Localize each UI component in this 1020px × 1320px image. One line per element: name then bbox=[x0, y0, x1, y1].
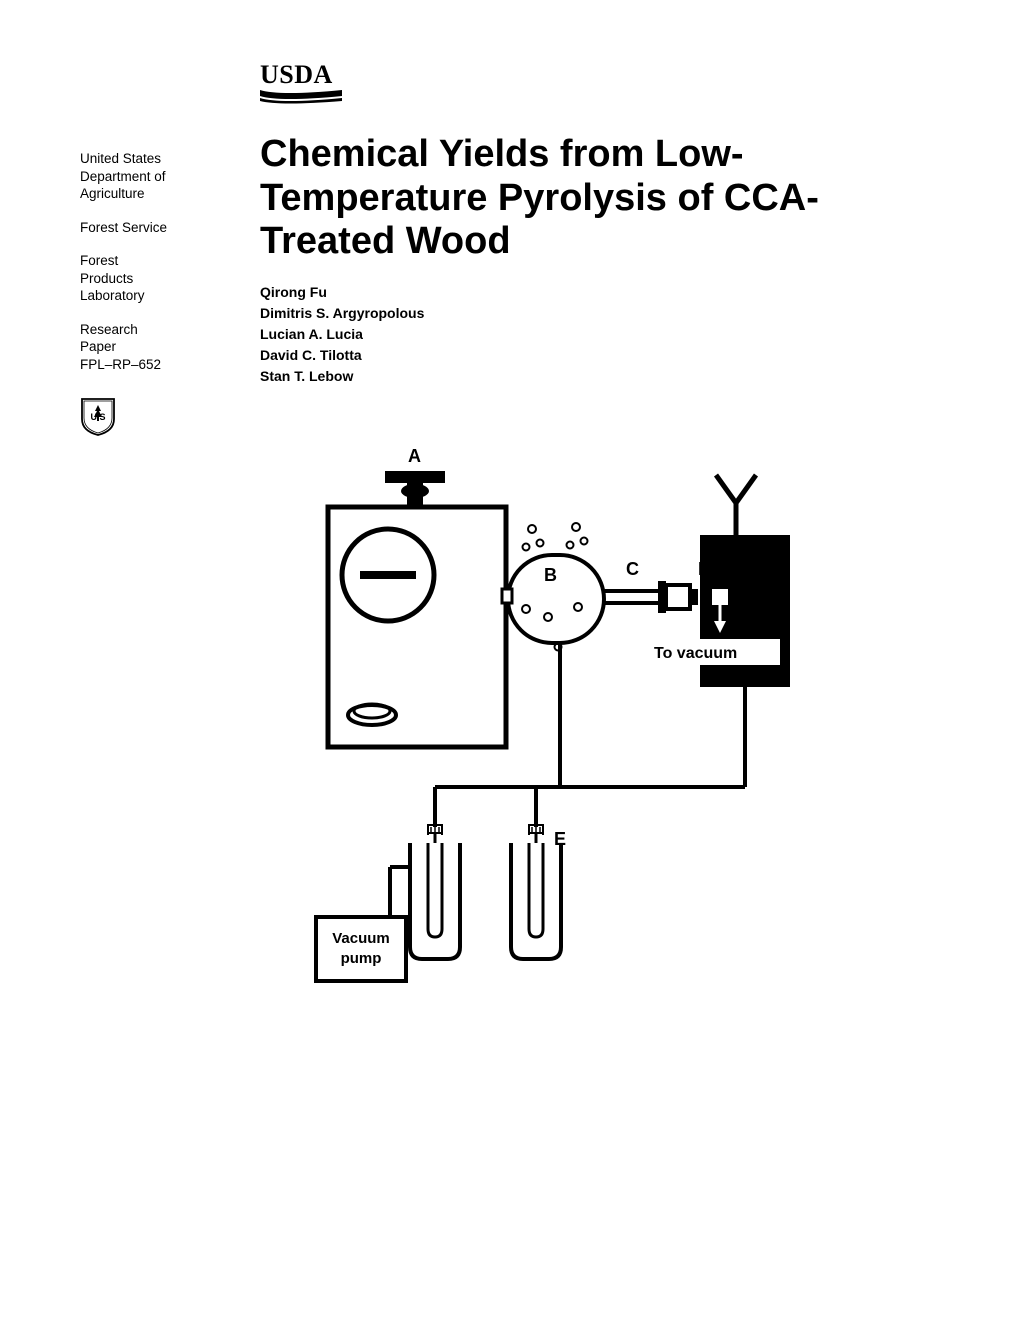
page-title: Chemical Yields from Low-Temperature Pyr… bbox=[260, 133, 940, 264]
author-5: Stan T. Lebow bbox=[260, 366, 940, 387]
org-block-1: United States Department of Agriculture bbox=[80, 150, 230, 203]
author-1: Qirong Fu bbox=[260, 282, 940, 303]
forest-service-shield-icon: U S bbox=[80, 389, 230, 442]
org-block-2: Forest Service bbox=[80, 219, 230, 237]
org-block-4: Research Paper FPL–RP–652 bbox=[80, 321, 230, 374]
diagram-label-c: C bbox=[626, 559, 639, 579]
apparatus-diagram: A bbox=[280, 447, 800, 1017]
usda-logo: USDA bbox=[260, 60, 940, 111]
to-vacuum-label: To vacuum bbox=[654, 645, 737, 662]
author-3: Lucian A. Lucia bbox=[260, 324, 940, 345]
usda-text: USDA bbox=[260, 60, 940, 90]
author-4: David C. Tilotta bbox=[260, 345, 940, 366]
vacuum-pump-label-1: Vacuum bbox=[332, 930, 390, 947]
author-2: Dimitris S. Argyropolous bbox=[260, 303, 940, 324]
authors-list: Qirong Fu Dimitris S. Argyropolous Lucia… bbox=[260, 282, 940, 387]
org-block-3: Forest Products Laboratory bbox=[80, 252, 230, 305]
diagram-label-b: B bbox=[544, 565, 557, 585]
diagram-label-a: A bbox=[408, 447, 421, 466]
vacuum-pump-label-2: pump bbox=[341, 950, 382, 967]
